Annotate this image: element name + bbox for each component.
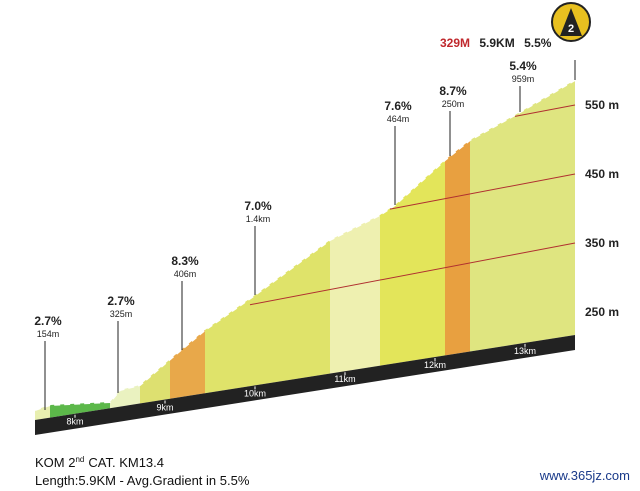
y-tick-label: 450 m (585, 167, 619, 181)
segment-length: 250m (442, 99, 465, 109)
footer-subtitle: Length:5.9KM - Avg.Gradient in 5.5% (35, 473, 250, 488)
y-tick-label: 350 m (585, 236, 619, 250)
grid-line (249, 242, 576, 306)
gain: 329M (440, 36, 470, 50)
segment-length: 959m (512, 74, 535, 84)
segment-gradient: 5.4% (509, 59, 537, 73)
segment-gradient: 7.6% (384, 99, 412, 113)
segment-length: 325m (110, 309, 133, 319)
segment-gradient: 8.7% (439, 84, 467, 98)
segment-length: 464m (387, 114, 410, 124)
footer-title: KOM 2nd CAT. KM13.4 (35, 455, 164, 470)
gradient: 5.5% (524, 36, 552, 50)
summary: 329M 5.9KM 5.5% (440, 36, 552, 50)
grid-line (389, 173, 576, 210)
segment-gradient: 8.3% (171, 254, 199, 268)
badge-mountain (560, 8, 582, 36)
x-tick-label: 12km (424, 360, 446, 370)
x-tick-label: 8km (66, 417, 83, 427)
x-tick-label: 13km (514, 346, 536, 356)
length: 5.9KM (479, 36, 514, 50)
segment-length: 1.4km (246, 214, 271, 224)
segment-gradient: 2.7% (34, 314, 62, 328)
segment-gradient: 7.0% (244, 199, 272, 213)
x-tick-label: 11km (334, 374, 355, 384)
x-tick-label: 9km (156, 403, 173, 413)
title-suffix: CAT. KM13.4 (88, 455, 164, 470)
profile-edge (34, 79, 576, 411)
y-tick-label: 550 m (585, 98, 619, 112)
watermark: www.365jz.com (539, 468, 630, 483)
title-sup: nd (75, 455, 84, 464)
grid-line (514, 104, 576, 117)
segment-length: 406m (174, 269, 197, 279)
base (35, 335, 575, 435)
category: 2 (568, 23, 574, 35)
segment-length: 154m (37, 329, 60, 339)
title-prefix: KOM 2 (35, 455, 75, 470)
segment-gradient: 2.7% (107, 294, 135, 308)
x-tick-label: 10km (244, 388, 266, 398)
profile-fill (35, 80, 575, 420)
y-tick-label: 250 m (585, 305, 619, 319)
